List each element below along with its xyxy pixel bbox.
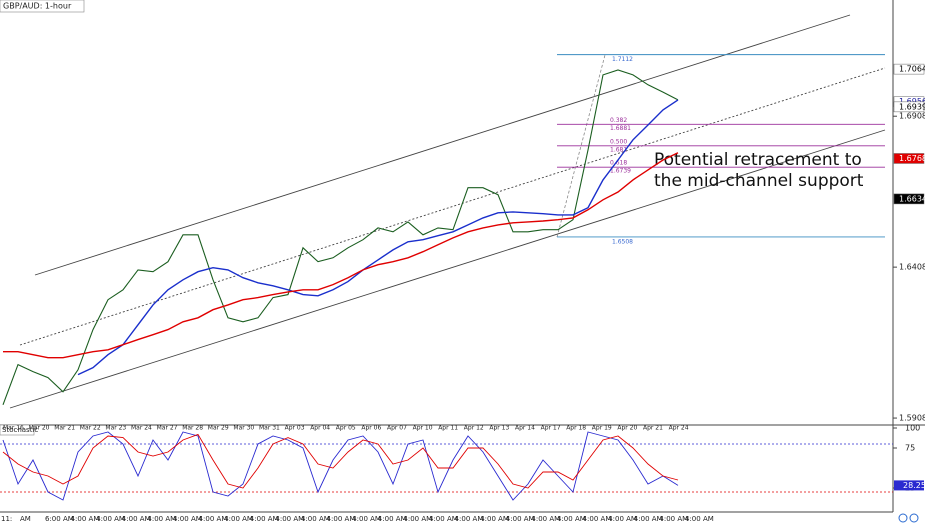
annotation: Potential retracement to: [654, 150, 862, 170]
time-label: 4:00 AM: [199, 515, 228, 523]
time-label: 4:00 AM: [608, 515, 637, 523]
date-label: Apr 12: [464, 425, 484, 432]
date-label: Apr 03: [285, 425, 305, 432]
y-tick-label: 1.6908: [899, 112, 925, 121]
date-label: Apr 19: [592, 425, 612, 432]
fib-ratio-label: 0.382: [610, 117, 627, 124]
price-marker-label: 1.6768: [899, 154, 925, 163]
time-label: AM: [20, 515, 31, 523]
time-label: 4:00 AM: [403, 515, 432, 523]
time-label: 4:00 AM: [327, 515, 356, 523]
fib-ratio-label: 0.618: [610, 160, 627, 167]
date-label: Mar 24: [131, 425, 152, 432]
icon: [909, 513, 919, 523]
time-label: 4:00 AM: [583, 515, 612, 523]
time-label: 4:00 AM: [557, 515, 586, 523]
date-label: Mar 31: [259, 425, 280, 432]
price-line: [2, 69, 679, 405]
stochastic-title: Stochastic: [2, 426, 38, 434]
moving-average: [3, 152, 679, 359]
stoch-line: [2, 433, 679, 489]
price-marker-box: [893, 101, 925, 113]
date-label: Mar 30: [233, 425, 254, 432]
time-label: 4:00 AM: [122, 515, 151, 523]
date-label: Mar 23: [105, 425, 126, 432]
date-label: Apr 07: [387, 425, 407, 432]
time-label: 4:00 AM: [634, 515, 663, 523]
date-label: Apr 21: [643, 425, 663, 432]
time-label: 4:00 AM: [301, 515, 330, 523]
date-label: Mar 29: [208, 425, 229, 432]
date-label: Apr 06: [361, 425, 381, 432]
date-label: Mar 21: [54, 425, 75, 432]
fib-price-label: 1.6881: [610, 125, 631, 132]
time-label: 4:00 AM: [378, 515, 407, 523]
date-label: Mar 28: [182, 425, 203, 432]
time-label: 4:00 AM: [531, 515, 560, 523]
title-box: [0, 0, 85, 13]
moving-average: [77, 99, 679, 376]
time-label: 4:00 AM: [96, 515, 125, 523]
date-label: Apr 11: [438, 425, 458, 432]
date-label: Apr 04: [310, 425, 330, 432]
price-marker-label: 1.7064: [899, 65, 925, 74]
stoch-line: [2, 431, 679, 501]
time-label: 4:00 AM: [455, 515, 484, 523]
date-label: Mar 20: [29, 425, 50, 432]
time-label: 4:00 AM: [659, 515, 688, 523]
time-label: 4:00 AM: [147, 515, 176, 523]
date-label: Apr 05: [336, 425, 356, 432]
stochastic-title-box: [0, 424, 35, 436]
channel-upper: [34, 14, 851, 276]
stoch-tick-label: 100: [905, 424, 920, 433]
date-label: Apr 24: [669, 425, 689, 432]
date-label: Mar 27: [157, 425, 178, 432]
time-label: 4:00 AM: [250, 515, 279, 523]
price-marker-box: [893, 63, 925, 75]
price-marker-box: [893, 193, 925, 205]
time-label: 4:00 AM: [352, 515, 381, 523]
time-label: 4:00 AM: [224, 515, 253, 523]
fib-price-label: 1.6739: [610, 168, 631, 175]
date-label: Apr 18: [566, 425, 586, 432]
date-label: Mar 22: [80, 425, 101, 432]
date-label: Apr 14: [515, 425, 535, 432]
time-label: 11:: [1, 515, 12, 523]
stoch-marker-box: [894, 480, 924, 491]
price-marker-label: 1.6634: [899, 194, 925, 203]
time-label: 4:00 AM: [275, 515, 304, 523]
price-marker-label: 1.6939: [899, 102, 925, 111]
time-label: 4:00 AM: [173, 515, 202, 523]
icon: [898, 513, 908, 523]
y-tick-label: 1.5908: [899, 414, 925, 423]
channel-lower: [9, 129, 886, 409]
channel-mid: [19, 67, 886, 346]
fib-ratio-label: 0.500: [610, 138, 627, 145]
fib-range-label: 1.6508: [612, 238, 633, 245]
stoch-tick-label: 75: [905, 444, 915, 453]
fib-range-label: 1.7112: [612, 56, 633, 63]
chart-title: GBP/AUD: 1-hour: [3, 2, 72, 11]
time-label: 4:00 AM: [480, 515, 509, 523]
fib-price-label: 1.681: [610, 146, 627, 153]
date-label: Apr 17: [541, 425, 561, 432]
date-label: Apr 13: [489, 425, 509, 432]
time-label: 4:00 AM: [685, 515, 714, 523]
annotation: the mid-channel support: [654, 171, 864, 191]
time-label: 4:00 AM: [71, 515, 100, 523]
date-label: Mar 16: [3, 425, 24, 432]
stoch-marker-label: 28.25: [903, 481, 925, 490]
price-marker-box: [893, 153, 925, 164]
time-label: 6:00 AM: [45, 515, 74, 523]
time-label: 4:00 AM: [506, 515, 535, 523]
date-label: Apr 20: [617, 425, 637, 432]
date-label: Apr 10: [413, 425, 433, 432]
y-tick-label: 1.6408: [899, 263, 925, 272]
time-label: 4:00 AM: [429, 515, 458, 523]
fib-diagonal: [556, 54, 606, 238]
